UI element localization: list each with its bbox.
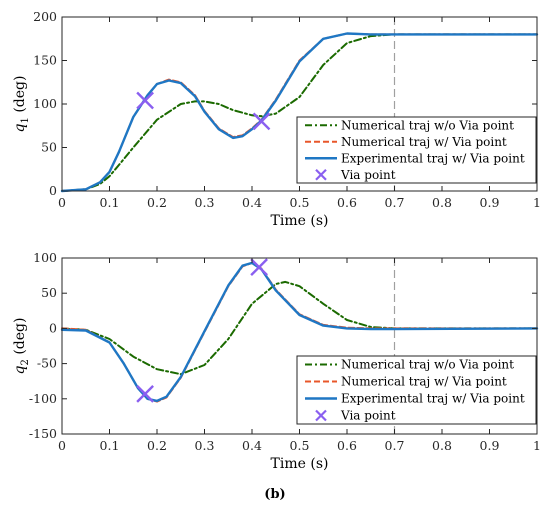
- via-point-marker: [250, 258, 268, 277]
- chart-panel-q2: 0 0.1 0.2 0.3 0.4 0.5 0.6 0.7 0.8 0.9 1 -150 -100 -50…: [12, 250, 541, 472]
- y-axis-unit: (deg): [12, 318, 28, 360]
- y-tick-label: -150: [29, 426, 57, 441]
- via-point-marker: [252, 112, 271, 131]
- series-line-3: [60, 261, 539, 403]
- series-line-3: [60, 32, 539, 193]
- x-tick-label: 1: [533, 438, 541, 453]
- y-axis-subscript: 2: [20, 359, 31, 365]
- legend-swatch-via-point: [315, 168, 327, 181]
- legend: Numerical traj w/o Via point Numerical tr…: [296, 355, 537, 425]
- x-tick-label: 0.5: [290, 195, 310, 210]
- figure-caption: (b): [264, 487, 285, 502]
- chart-panel-q1: 0 0.1 0.2 0.3 0.4 0.5 0.6 0.7 0.8 0.9 1 0 50 100 150 20…: [12, 9, 541, 229]
- y-tick-label: 150: [33, 53, 57, 68]
- legend-box: [296, 355, 537, 425]
- y-axis-unit: (deg): [12, 76, 28, 118]
- x-tick-label: 0.7: [385, 195, 405, 210]
- x-tick-label: 0.4: [242, 438, 262, 453]
- legend-marker-stroke: [315, 168, 327, 181]
- y-tick-label: -100: [29, 391, 57, 406]
- x-tick-label: 0.2: [147, 438, 167, 453]
- y-tick-label: 0: [49, 183, 57, 198]
- x-axis-title: Time (s): [271, 213, 329, 229]
- x-tick-label: 0.2: [147, 195, 167, 210]
- x-tick-label: 0.8: [432, 438, 452, 453]
- via-point-marker: [136, 91, 154, 110]
- x-tick-label: 0.9: [480, 195, 500, 210]
- series-line-1: [61, 33, 538, 192]
- x-axis-title: Time (s): [271, 456, 329, 472]
- y-axis-symbol: q: [12, 365, 28, 374]
- legend-label-3: Experimental traj w/ Via point: [341, 392, 525, 406]
- x-tick-label: 0.9: [480, 438, 500, 453]
- via-point-stroke: [136, 385, 154, 403]
- y-tick-label: 200: [33, 9, 57, 24]
- x-tick-label: 0.8: [432, 195, 452, 210]
- y-axis-symbol: q: [12, 123, 28, 132]
- legend-label-1: Numerical traj w/o Via point: [341, 118, 514, 132]
- x-tick-label: 0.6: [337, 195, 357, 210]
- legend-swatch-via-point: [315, 409, 327, 422]
- via-point-stroke: [250, 258, 268, 277]
- y-tick-label: -50: [37, 356, 57, 371]
- x-tick-label: 0.4: [242, 195, 262, 210]
- via-point-stroke: [252, 112, 271, 131]
- y-tick-label: 100: [33, 96, 57, 111]
- y-axis-title: q2 (deg): [12, 318, 31, 375]
- via-point-stroke: [136, 91, 154, 110]
- y-tick-label: 50: [41, 140, 57, 155]
- y-tick-label: 0: [49, 320, 57, 335]
- x-tick-label: 0.6: [337, 438, 357, 453]
- legend-label-3: Experimental traj w/ Via point: [341, 151, 525, 165]
- x-tick-label: 0.3: [195, 438, 215, 453]
- legend: Numerical traj w/o Via point Numerical tr…: [296, 116, 537, 184]
- x-tick-label: 0: [58, 195, 66, 210]
- x-tick-label: 0.3: [195, 195, 215, 210]
- via-point-marker: [136, 385, 154, 403]
- y-axis-subscript: 1: [20, 117, 31, 123]
- y-axis-title: q1 (deg): [12, 76, 31, 133]
- series-line-1: [61, 280, 538, 376]
- y-tick-label: 50: [41, 285, 57, 300]
- legend-label-4: Via point: [340, 168, 396, 182]
- x-tick-label: 0.1: [100, 438, 120, 453]
- legend-label-2: Numerical traj w/ Via point: [341, 375, 507, 389]
- x-tick-label: 0.7: [385, 438, 405, 453]
- legend-label-2: Numerical traj w/ Via point: [341, 135, 507, 149]
- legend-marker-stroke: [315, 409, 327, 422]
- legend-label-1: Numerical traj w/o Via point: [341, 358, 514, 372]
- x-tick-label: 1: [533, 195, 541, 210]
- legend-box: [296, 116, 537, 184]
- x-tick-label: 0: [58, 438, 66, 453]
- legend-label-4: Via point: [340, 409, 396, 423]
- x-tick-label: 0.1: [100, 195, 120, 210]
- y-tick-label: 100: [33, 250, 57, 265]
- x-tick-label: 0.5: [290, 438, 310, 453]
